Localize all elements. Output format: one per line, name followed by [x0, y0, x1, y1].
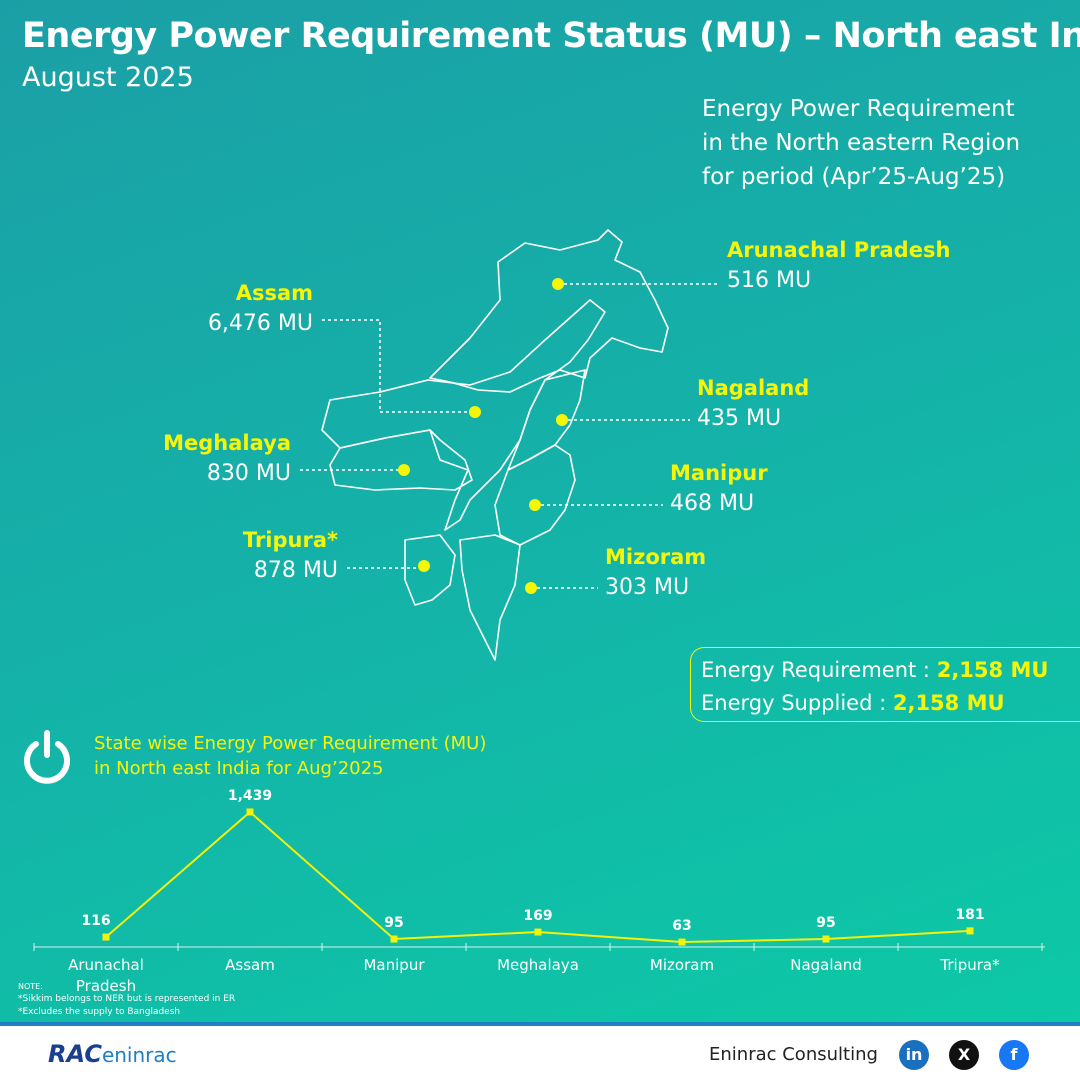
state-name: Manipur — [670, 461, 768, 485]
point — [390, 935, 398, 943]
logo-mark: RAC — [48, 1040, 102, 1068]
map-outline — [321, 229, 669, 661]
notes: NOTE: *Sikkim belongs to NER but is repr… — [18, 980, 235, 1019]
summary-row: Energy Supplied : 2,158 MU — [701, 687, 1080, 720]
connector — [322, 319, 469, 413]
point — [966, 927, 974, 935]
state-name: Mizoram — [605, 545, 707, 569]
state-value: 6,476 MU — [207, 311, 313, 336]
meghalaya — [329, 429, 473, 491]
summary-row: Energy Requirement : 2,158 MU — [701, 654, 1080, 687]
summary-label: Energy Requirement : — [701, 658, 931, 682]
state-name: Nagaland — [697, 376, 810, 400]
x-tick-label: Tripura* — [940, 956, 1000, 974]
x-tick-label: Assam — [225, 956, 275, 974]
nagaland — [507, 369, 586, 471]
point — [534, 928, 542, 936]
power-icon — [24, 730, 70, 784]
state-dot — [418, 560, 430, 572]
point — [102, 933, 110, 941]
title: Energy Power Requirement Status (MU) – N… — [22, 16, 1080, 56]
state-value: 878 MU — [253, 558, 338, 583]
point — [246, 808, 254, 816]
x-tick-label: Manipur — [363, 956, 425, 974]
value-label: 169 — [523, 908, 552, 924]
state-name: Assam — [235, 281, 313, 305]
state-value: 516 MU — [727, 268, 812, 293]
state-value: 468 MU — [670, 491, 755, 516]
state-name: Tripura* — [242, 528, 338, 552]
summary-box: Energy Requirement : 2,158 MU Energy Sup… — [690, 647, 1080, 722]
state-dot — [529, 499, 541, 511]
summary-label: Energy Supplied : — [701, 691, 887, 715]
summary-value: 2,158 MU — [892, 691, 1005, 715]
summary-value: 2,158 MU — [936, 658, 1049, 682]
x-link[interactable]: X — [949, 1040, 979, 1070]
region-note: Energy Power Requirement in the North ea… — [702, 96, 1021, 190]
state-dot — [556, 414, 568, 426]
x-tick-label: Nagaland — [790, 956, 862, 974]
tripura — [404, 534, 456, 606]
manipur — [494, 444, 576, 546]
logo[interactable]: RACeninrac — [48, 1040, 177, 1068]
value-label: 63 — [672, 918, 691, 934]
logo-text: eninrac — [101, 1043, 177, 1067]
value-label: 181 — [955, 907, 984, 923]
footer: RACeninrac Eninrac Consulting in X f — [0, 1022, 1080, 1080]
value-label: 95 — [384, 915, 403, 931]
state-dot — [552, 278, 564, 290]
state-name: Meghalaya — [163, 431, 291, 455]
x-tick-label: Mizoram — [649, 956, 715, 974]
value-label: 95 — [816, 915, 835, 931]
note: *Sikkim belongs to NER but is represente… — [18, 994, 236, 1004]
facebook[interactable]: f — [999, 1040, 1029, 1070]
state-dot — [525, 582, 537, 594]
state-dot — [398, 464, 410, 476]
point — [678, 938, 686, 946]
linkedin[interactable]: in — [899, 1040, 929, 1070]
state-name: Arunachal Pradesh — [727, 238, 951, 262]
mizoram — [459, 534, 521, 661]
subtitle: August 2025 — [22, 62, 194, 93]
company: Eninrac Consulting — [709, 1044, 878, 1065]
state-value: 830 MU — [206, 461, 291, 486]
state-value: 303 MU — [605, 575, 690, 600]
note-heading: NOTE: — [18, 982, 43, 991]
value-label: 1,439 — [228, 788, 272, 804]
state-dot — [469, 406, 481, 418]
point — [822, 935, 830, 943]
note: *Excludes the supply to Bangladesh — [18, 1007, 181, 1017]
x-tick-label: Arunachal Pradesh — [68, 956, 144, 995]
value-label: 116 — [81, 913, 110, 929]
arunachal — [429, 229, 669, 393]
state-value: 435 MU — [697, 406, 782, 431]
chart-title: State wise Energy Power Requirement (MU)… — [94, 733, 487, 779]
x-tick-label: Meghalaya — [497, 956, 579, 974]
